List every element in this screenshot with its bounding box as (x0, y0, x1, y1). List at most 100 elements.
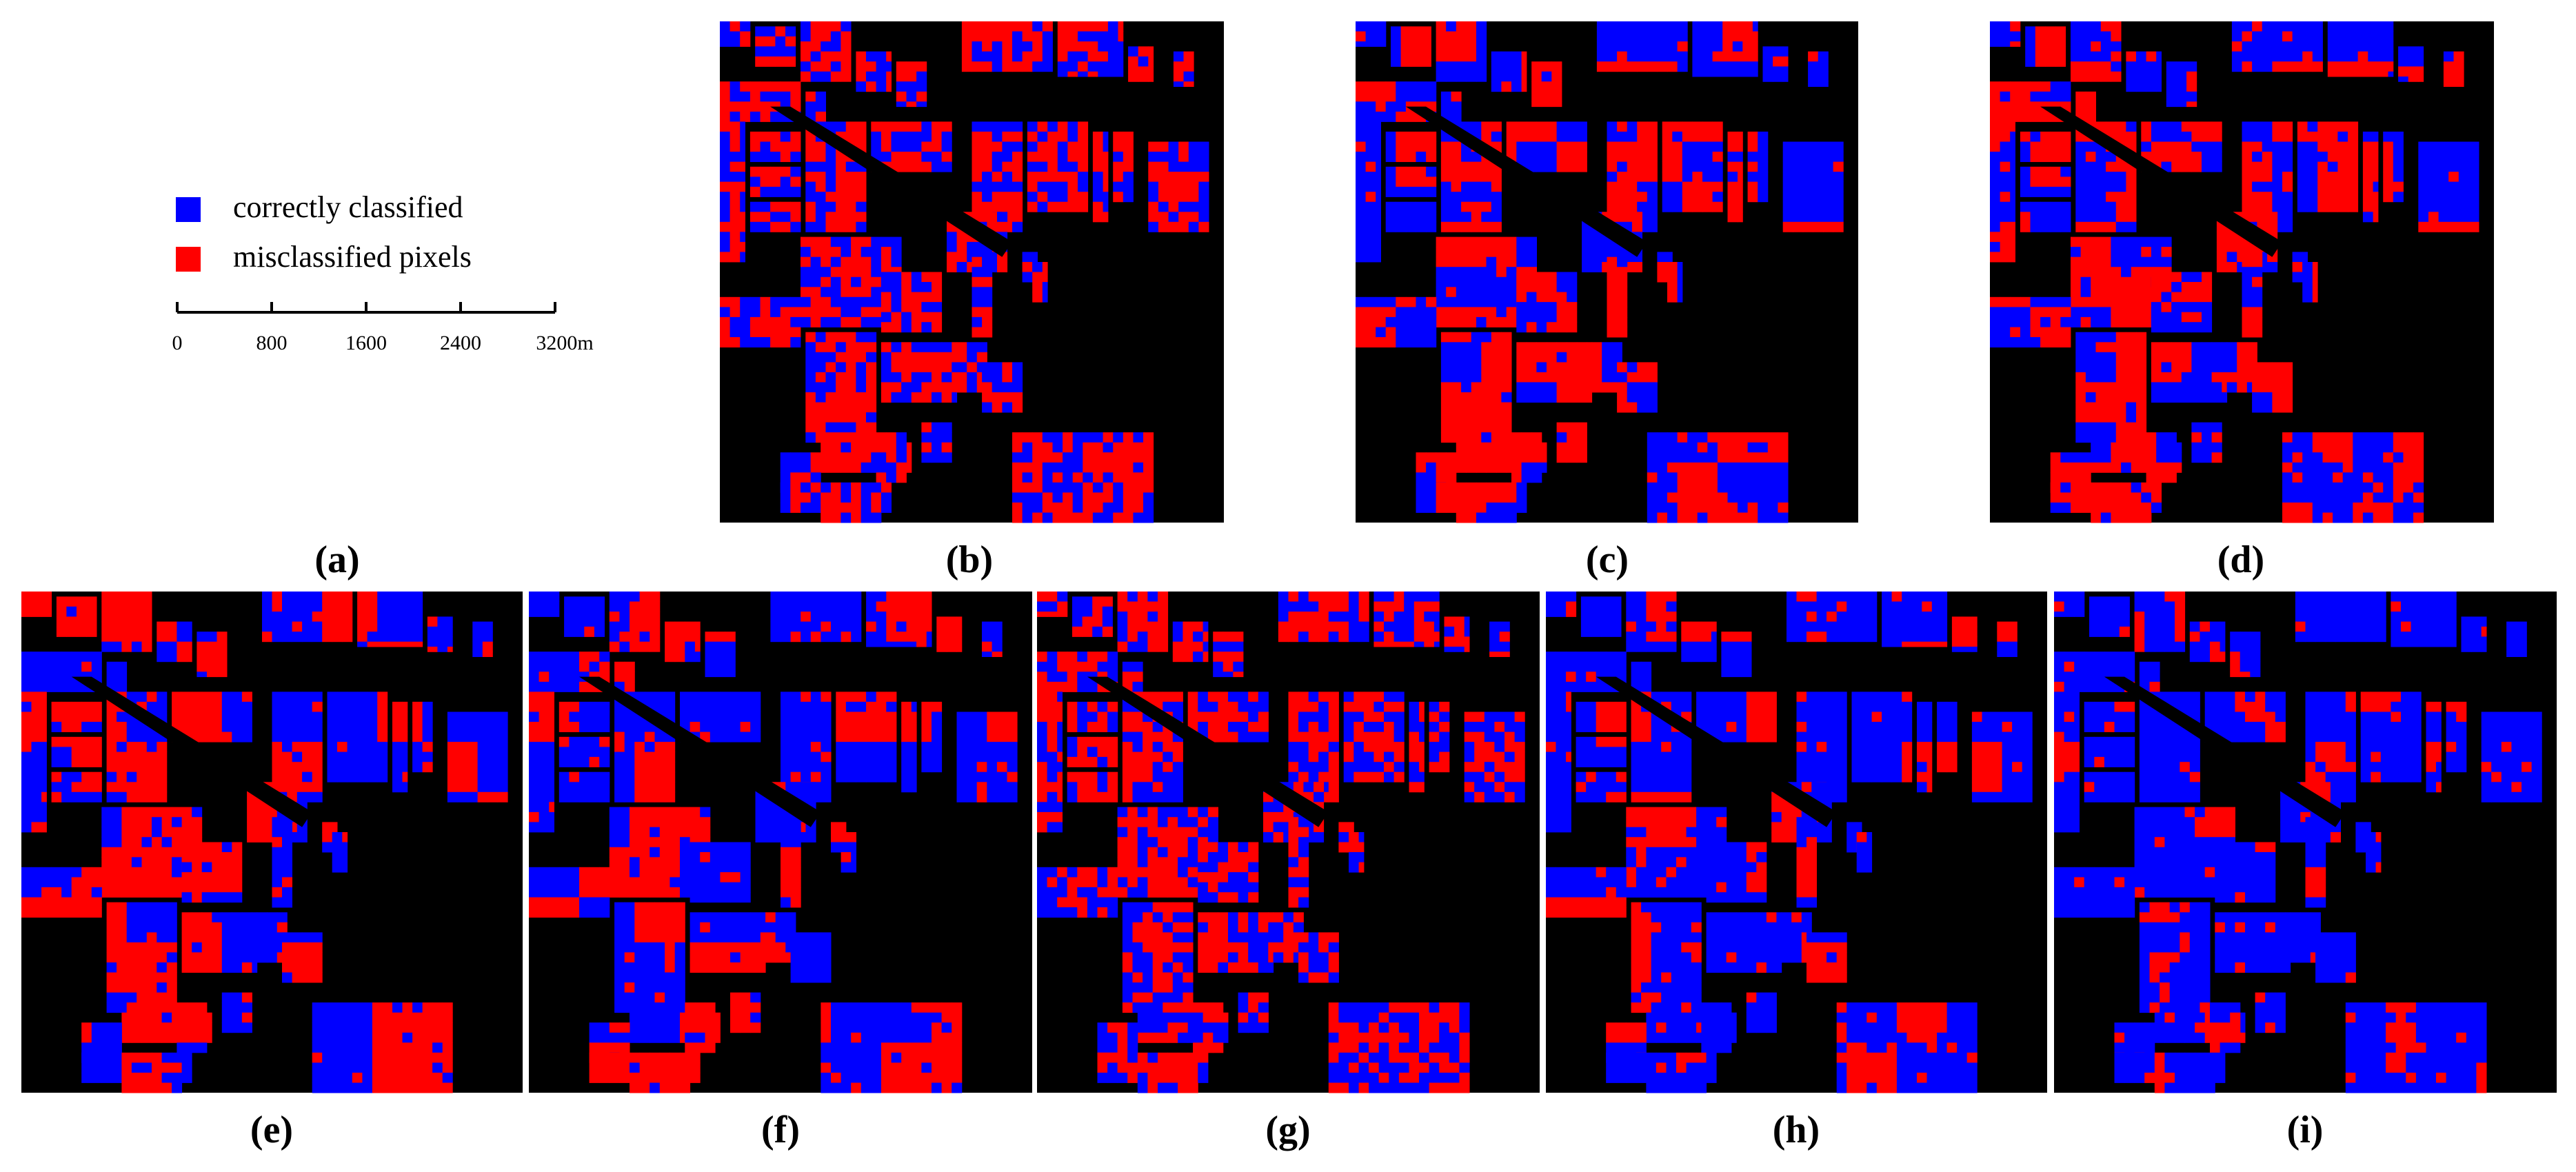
map-pixel (1148, 201, 1159, 212)
map-pixel (1531, 452, 1542, 463)
map-pixel (1456, 502, 1467, 513)
map-pixel (2297, 161, 2308, 172)
map-pixel (2282, 61, 2293, 72)
map-pixel (2348, 192, 2359, 203)
map-pixel (856, 71, 867, 82)
map-pixel (1712, 181, 1723, 192)
map-pixel (2393, 181, 2404, 192)
map-pixel (2071, 492, 2082, 503)
map-pixel (487, 742, 499, 753)
map-pixel (1400, 56, 1411, 67)
map-pixel (1148, 172, 1159, 183)
map-pixel (352, 1042, 363, 1053)
map-pixel (477, 751, 488, 762)
map-pixel (2231, 51, 2242, 62)
map-pixel (780, 316, 791, 327)
map-pixel (961, 31, 972, 42)
map-pixel (101, 601, 112, 612)
map-pixel (2151, 152, 2162, 162)
map-pixel (2095, 352, 2106, 363)
map-pixel (881, 382, 892, 393)
map-pixel (2292, 21, 2303, 32)
map-pixel (1440, 181, 1451, 192)
map-pixel (1057, 192, 1068, 203)
map-pixel (186, 1032, 197, 1043)
map-pixel (1087, 61, 1098, 72)
map-pixel (2071, 307, 2082, 318)
map-pixel (1637, 51, 1648, 62)
map-pixel (2095, 392, 2106, 403)
map-pixel (81, 1052, 92, 1063)
map-pixel (1501, 372, 1512, 383)
map-pixel (267, 922, 278, 933)
map-pixel (2317, 121, 2328, 132)
map-pixel (2262, 172, 2273, 183)
map-pixel (2040, 337, 2051, 347)
map-pixel (2202, 382, 2213, 393)
map-pixel (821, 256, 832, 267)
map-pixel (2091, 502, 2102, 513)
map-pixel (1521, 71, 1527, 82)
map-pixel (1446, 307, 1457, 318)
map-pixel (2252, 121, 2263, 132)
map-pixel (106, 952, 117, 963)
map-pixel (2393, 502, 2404, 513)
map-pixel (2121, 276, 2132, 287)
map-pixel (2115, 201, 2126, 212)
map-pixel (1782, 77, 1789, 82)
map-pixel (896, 91, 907, 102)
map-pixel (186, 1042, 197, 1053)
map-pixel (412, 1082, 423, 1093)
map-pixel (77, 626, 87, 637)
map-pixel (2010, 192, 2015, 203)
map-pixel (477, 731, 488, 742)
map-pixel (830, 452, 841, 463)
map-pixel (1702, 21, 1713, 32)
map-pixel (941, 161, 952, 172)
map-pixel (2151, 372, 2162, 383)
map-pixel (815, 342, 826, 353)
map-pixel (71, 736, 82, 747)
map-pixel (247, 811, 258, 822)
map-pixel (1990, 41, 2001, 47)
legend-swatch (176, 247, 201, 272)
map-pixel (1662, 152, 1673, 162)
map-pixel (487, 731, 499, 742)
legend-label: misclassified pixels (233, 240, 472, 274)
map-pixel (477, 762, 488, 773)
map-pixel (201, 711, 212, 723)
map-pixel (815, 422, 826, 433)
map-pixel (392, 742, 403, 753)
map-pixel (41, 592, 52, 602)
map-pixel (111, 601, 122, 612)
map-pixel (1476, 287, 1487, 298)
map-pixel (1148, 141, 1159, 152)
map-pixel (2040, 186, 2051, 197)
map-pixel (1148, 56, 1154, 67)
map-stripe (770, 106, 1012, 257)
map-pixel (166, 992, 177, 1003)
map-pixel (1451, 402, 1462, 413)
map-pixel (1773, 56, 1784, 67)
map-pixel (2242, 41, 2253, 52)
map-pixel (392, 1052, 403, 1063)
map-pixel (856, 221, 867, 232)
map-pixel (342, 621, 353, 632)
map-pixel (1002, 21, 1013, 32)
map-pixel (247, 822, 258, 833)
map-pixel (332, 1032, 343, 1043)
map-pixel (1637, 402, 1648, 413)
map-pixel (881, 342, 892, 353)
map-pixel (956, 382, 967, 393)
map-pixel (252, 962, 258, 973)
map-pixel (201, 922, 212, 933)
map-pixel (417, 592, 423, 602)
map-pixel (891, 282, 902, 292)
map-pixel (749, 111, 761, 122)
map-pixel (2333, 482, 2344, 493)
map-pixel (1022, 492, 1033, 503)
map-pixel (790, 176, 801, 188)
map-pixel (785, 56, 796, 67)
map-pixel (417, 601, 423, 612)
map-pixel (31, 651, 42, 663)
